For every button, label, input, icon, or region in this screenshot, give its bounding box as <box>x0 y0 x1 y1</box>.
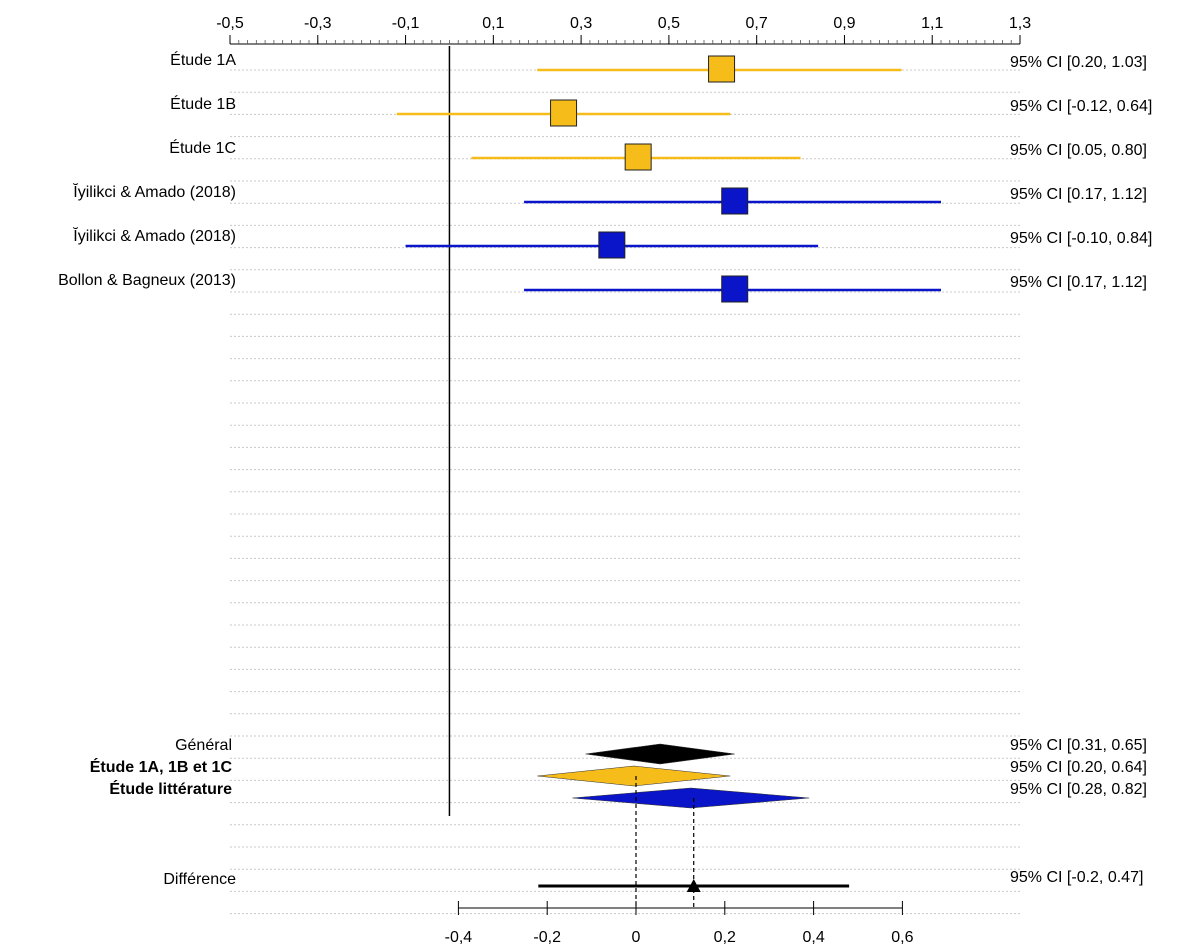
study-point <box>708 55 736 83</box>
top-axis-tick-label: -0,1 <box>392 15 420 32</box>
study-label: Étude 1A <box>170 50 236 69</box>
difference-label: Différence <box>163 871 236 888</box>
top-axis-tick-label: 0,5 <box>658 15 680 32</box>
summary-label: Général <box>175 737 232 754</box>
top-axis-tick-label: 0,1 <box>482 15 504 32</box>
bottom-axis-tick-label: -0,2 <box>533 929 561 946</box>
summary-diamond <box>585 743 735 765</box>
summary-ci-text: 95% CI [0.31, 0.65] <box>1010 737 1147 754</box>
study-point <box>598 231 626 259</box>
bottom-axis-tick-label: 0,4 <box>802 929 824 946</box>
study-ci-text: 95% CI [0.20, 1.03] <box>1010 54 1147 71</box>
top-axis-tick-label: 0,9 <box>833 15 855 32</box>
bottom-axis-tick-label: 0,2 <box>714 929 736 946</box>
top-axis-tick-label: -0,3 <box>304 15 332 32</box>
study-point <box>721 187 749 215</box>
summary-diamond <box>537 765 731 787</box>
study-point <box>550 99 578 127</box>
study-point <box>721 275 749 303</box>
study-label: Étude 1B <box>170 94 236 113</box>
summary-label: Étude 1A, 1B et 1C <box>90 757 233 776</box>
summary-ci-text: 95% CI [0.28, 0.82] <box>1010 781 1147 798</box>
study-ci-text: 95% CI [0.17, 1.12] <box>1010 274 1147 291</box>
study-label: Ĭyilikci & Amado (2018) <box>72 182 236 201</box>
study-label: Ĭyilikci & Amado (2018) <box>72 226 236 245</box>
study-ci-text: 95% CI [0.05, 0.80] <box>1010 142 1147 159</box>
study-label: Bollon & Bagneux (2013) <box>58 272 236 289</box>
top-axis-tick-label: 1,3 <box>1009 15 1031 32</box>
bottom-axis-tick-label: 0,6 <box>891 929 913 946</box>
study-label: Étude 1C <box>169 138 236 157</box>
bottom-axis-tick-label: 0 <box>632 929 641 946</box>
top-axis-tick-label: 0,3 <box>570 15 592 32</box>
study-ci-text: 95% CI [0.17, 1.12] <box>1010 186 1147 203</box>
summary-label: Étude littérature <box>109 779 232 798</box>
summary-ci-text: 95% CI [0.20, 0.64] <box>1010 759 1147 776</box>
difference-point <box>686 879 701 892</box>
top-axis-tick-label: -0,5 <box>216 15 244 32</box>
summary-diamond <box>572 787 810 809</box>
study-point <box>624 143 652 171</box>
study-ci-text: 95% CI [-0.10, 0.84] <box>1010 230 1152 247</box>
study-ci-text: 95% CI [-0.12, 0.64] <box>1010 98 1152 115</box>
bottom-axis-tick-label: -0,4 <box>445 929 473 946</box>
top-axis-tick-label: 1,1 <box>921 15 943 32</box>
difference-ci-text: 95% CI [-0.2, 0.47] <box>1010 869 1143 886</box>
top-axis-tick-label: 0,7 <box>746 15 768 32</box>
